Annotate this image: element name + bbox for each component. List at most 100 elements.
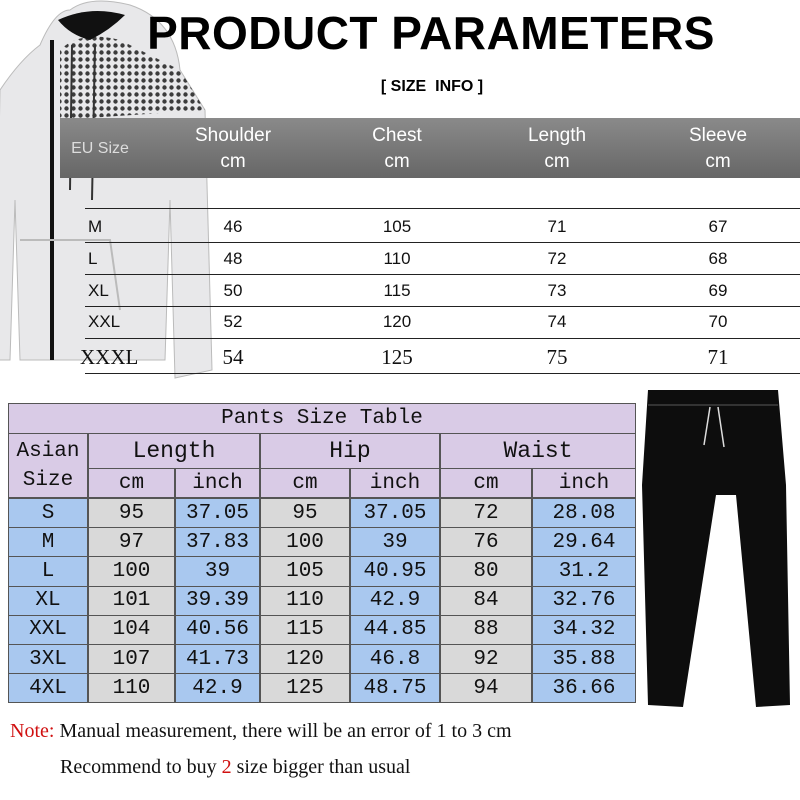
unit-header: inch [532, 468, 636, 498]
table-cell: S [8, 498, 88, 529]
row-rule [85, 242, 800, 243]
title: PRODUCT PARAMETERS [147, 7, 715, 59]
table-cell: 39.39 [175, 585, 260, 616]
table-cell: 120 [382, 312, 412, 331]
table-cell: 54 [222, 345, 244, 369]
column-unit: cm [705, 151, 731, 172]
unit-header: cm [440, 468, 532, 498]
unit-header: cm [260, 468, 350, 498]
table-cell: 125 [260, 673, 350, 704]
column-header: Chest [372, 125, 422, 146]
table-cell: 3XL [8, 644, 88, 675]
row-rule [85, 373, 800, 374]
table-cell: XXXL [80, 345, 139, 369]
subtitle: [ SIZE INFO ] [380, 78, 484, 95]
row-rule [85, 274, 800, 275]
table-cell: 46 [223, 217, 243, 236]
table-cell: 28.08 [532, 498, 636, 529]
table-cell: 40.56 [175, 614, 260, 645]
table-cell: 71 [547, 217, 567, 236]
table-cell: 32.76 [532, 585, 636, 616]
table-cell: 39 [175, 556, 260, 587]
table-cell: 84 [440, 585, 532, 616]
table-cell: 52 [223, 312, 243, 331]
table-cell: 37.05 [350, 498, 440, 529]
column-unit: cm [220, 151, 246, 172]
table-cell: 80 [440, 556, 532, 587]
table-cell: 4XL [8, 673, 88, 704]
hoodie-illustration [0, 0, 213, 379]
recommend-text: Recommend to buy [60, 756, 222, 778]
table-cell: 42.9 [175, 673, 260, 704]
row-rule [85, 306, 800, 307]
column-unit: cm [544, 151, 570, 172]
table-cell: 105 [382, 217, 412, 236]
column-header: Length [527, 125, 587, 146]
table-cell: 37.83 [175, 527, 260, 558]
table-cell: 76 [440, 527, 532, 558]
unit-header: inch [175, 468, 260, 498]
size-header: Asian Size [8, 433, 88, 498]
table-cell: 95 [260, 498, 350, 529]
table-cell: M [88, 217, 103, 236]
column-header: Shoulder [194, 125, 272, 146]
recommend-number: 2 [221, 756, 232, 778]
pants-illustration [642, 390, 790, 707]
table-cell: 31.2 [532, 556, 636, 587]
table-cell: 44.85 [350, 614, 440, 645]
table-cell: 73 [547, 281, 567, 300]
unit-header: inch [350, 468, 440, 498]
table-cell: 34.32 [532, 614, 636, 645]
table-cell: 94 [440, 673, 532, 704]
table-cell: M [8, 527, 88, 558]
table-cell: 36.66 [532, 673, 636, 704]
table-cell: 105 [260, 556, 350, 587]
group-header: Length [88, 433, 260, 469]
table-cell: 92 [440, 644, 532, 675]
table-cell: L [88, 249, 98, 268]
table-cell: 71 [707, 345, 729, 369]
table-cell: 107 [88, 644, 175, 675]
table-cell: 100 [260, 527, 350, 558]
table-cell: 69 [708, 281, 728, 300]
table-cell: 39 [350, 527, 440, 558]
table-cell: 48 [223, 249, 243, 268]
table-cell: 72 [440, 498, 532, 529]
row-rule [85, 338, 800, 339]
table-cell: XL [88, 281, 109, 300]
table-cell: 125 [381, 345, 413, 369]
note-line: Note: Manual measurement, there will be … [10, 720, 512, 743]
table-cell: 74 [547, 312, 567, 331]
table-cell: 35.88 [532, 644, 636, 675]
table-cell: 115 [260, 614, 350, 645]
column-unit: cm [384, 151, 410, 172]
table-cell: 110 [260, 585, 350, 616]
table-cell: 41.73 [175, 644, 260, 675]
row-rule [85, 208, 800, 209]
unit-header: cm [88, 468, 175, 498]
table-cell: 29.64 [532, 527, 636, 558]
table-cell: 97 [88, 527, 175, 558]
column-header: Sleeve [688, 125, 748, 146]
note-label: Note: [10, 720, 55, 742]
table-cell: 110 [88, 673, 175, 704]
table-cell: 115 [383, 281, 411, 300]
table-cell: 75 [546, 345, 568, 369]
pants-title: Pants Size Table [8, 403, 636, 434]
header-bar [60, 118, 800, 178]
table-cell: 110 [383, 249, 411, 268]
recommend-line: Recommend to buy 2 size bigger than usua… [60, 756, 410, 779]
column-header: EU Size [71, 140, 129, 157]
table-cell: 101 [88, 585, 175, 616]
recommend-text: size bigger than usual [231, 756, 411, 778]
table-cell: L [8, 556, 88, 587]
table-cell: 88 [440, 614, 532, 645]
note-text: Manual measurement, there will be an err… [54, 720, 512, 742]
table-cell: 70 [708, 312, 728, 331]
table-cell: 120 [260, 644, 350, 675]
table-cell: 72 [547, 249, 567, 268]
table-cell: 42.9 [350, 585, 440, 616]
table-cell: 50 [223, 281, 243, 300]
table-cell: 104 [88, 614, 175, 645]
